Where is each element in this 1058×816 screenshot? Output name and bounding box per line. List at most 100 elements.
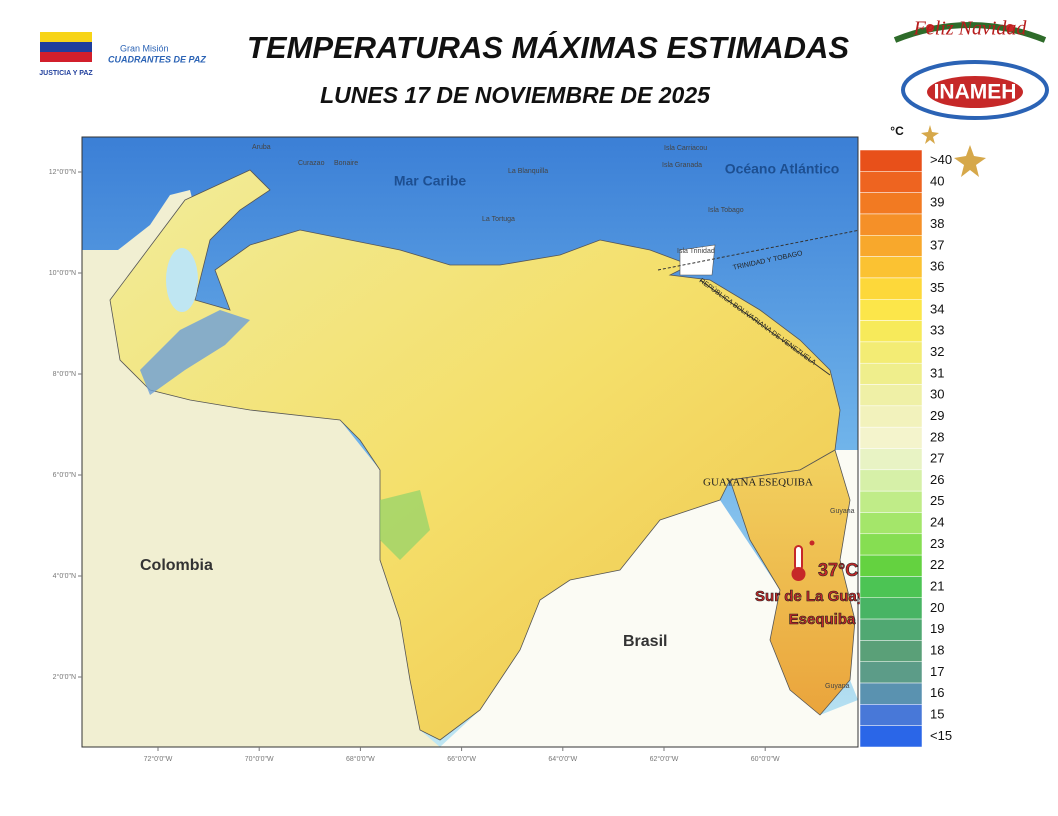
sea-label: Mar Caribe [394,173,467,189]
legend-label: 38 [930,216,944,231]
lat-tick-label: 8°0'0"N [53,370,76,378]
map [82,137,858,747]
island-label: Bonaire [334,160,358,167]
legend-label: 17 [930,664,944,679]
lon-tick-label: 64°0'0"W [548,755,577,763]
mission-logo-bottom: CUADRANTES DE PAZ [108,54,206,64]
legend-swatch [859,597,923,620]
lat-tick-label: 12°0'0"N [49,168,76,176]
legend-swatch [859,384,923,407]
lon-tick-label: 72°0'0"W [144,755,173,763]
trinidad-island [679,244,716,276]
island-label: Isla Trinidad [677,248,715,255]
legend-swatch [859,618,923,641]
lon-tick-label: 66°0'0"W [447,755,476,763]
subtitle: LUNES 17 DE NOVIEMBRE DE 2025 [320,82,711,108]
legend-label: 24 [930,515,944,530]
legend-label: 37 [930,237,944,252]
legend-swatch [859,256,923,279]
highlight-place: Esequiba [789,611,856,628]
legend-swatch [859,725,923,748]
lake-maracaibo [166,248,198,312]
lat-tick-label: 4°0'0"N [53,572,76,580]
legend-swatch [859,149,923,172]
legend-label: 40 [930,173,944,188]
country-label: Guyana [830,508,855,515]
legend-swatch [859,554,923,577]
thermometer-icon [791,540,815,581]
legend-label: 19 [930,621,944,636]
highlands-cool [380,490,430,560]
legend-label: 22 [930,557,944,572]
legend-label: 36 [930,259,944,274]
legend-label: 20 [930,600,944,615]
lat-tick-label: 2°0'0"N [53,673,76,681]
legend-label: 23 [930,536,944,551]
legend-swatch [859,362,923,385]
legend-label: 15 [930,706,944,721]
legend-label: 26 [930,472,944,487]
legend-label: >40 [930,152,952,167]
legend-swatch [859,661,923,684]
island-label: Isla Tobago [708,207,744,214]
legend-swatch [859,277,923,300]
legend-swatch [859,299,923,321]
legend-label: 28 [930,429,944,444]
country-label: Brasil [623,633,667,650]
christmas-wreath [893,22,1047,177]
legend-swatch [859,171,923,193]
legend-label: 21 [930,579,944,594]
country-label: Guyana [825,683,850,690]
legend-label: 18 [930,642,944,657]
map-frame [81,136,859,748]
highlight-temperature: 37°C [818,560,858,580]
legend-label: <15 [930,728,952,743]
island-label: La Blanquilla [508,168,548,175]
mission-logo-top: Gran Misión [120,43,169,53]
legend-swatch [859,490,923,513]
legend-label: 39 [930,195,944,210]
legend-label: 25 [930,493,944,508]
island-label: Isla Carriacou [664,145,707,152]
legend-swatch [859,448,923,471]
island-label: Aruba [252,144,271,151]
legend-label: 34 [930,301,944,316]
legend-swatch [859,682,923,705]
ocean-label: Océano Atlántico [725,161,840,177]
legend-swatch [859,426,923,449]
legend-swatch [859,320,923,343]
maritime-border [657,229,858,271]
highlight-place: Sur de La Guayana [755,588,892,605]
title: TEMPERATURAS MÁXIMAS ESTIMADAS [247,30,850,65]
flag-logo [40,32,92,62]
lat-tick-label: 10°0'0"N [49,269,76,277]
lon-tick-label: 70°0'0"W [245,755,274,763]
legend-unit: °C [890,124,904,138]
region-label: GUAYANA ESEQUIBA [703,477,813,489]
island-label: La Tortuga [482,216,515,223]
guyana-land [835,450,858,700]
legend-label: 29 [930,408,944,423]
legend-label: 32 [930,344,944,359]
island-label: Curazao [298,160,325,167]
agency-name: INAMEH [934,81,1017,104]
legend-label: 33 [930,323,944,338]
country-label: Colombia [140,557,213,574]
legend-label: 27 [930,451,944,466]
legend-swatch [859,512,923,535]
legend-swatch [859,469,923,492]
legend-label: 16 [930,685,944,700]
lon-tick-label: 60°0'0"W [751,755,780,763]
island-label: Isla Granada [662,162,702,169]
legend-label: 35 [930,280,944,295]
maritime-border [699,279,831,376]
legend-swatch [859,640,923,662]
lon-tick-label: 62°0'0"W [650,755,679,763]
legend-swatch [859,192,923,215]
legend-swatch [859,235,923,257]
legend-label: 31 [930,365,944,380]
brazil-land [440,500,858,747]
esequiba-land [729,449,856,716]
